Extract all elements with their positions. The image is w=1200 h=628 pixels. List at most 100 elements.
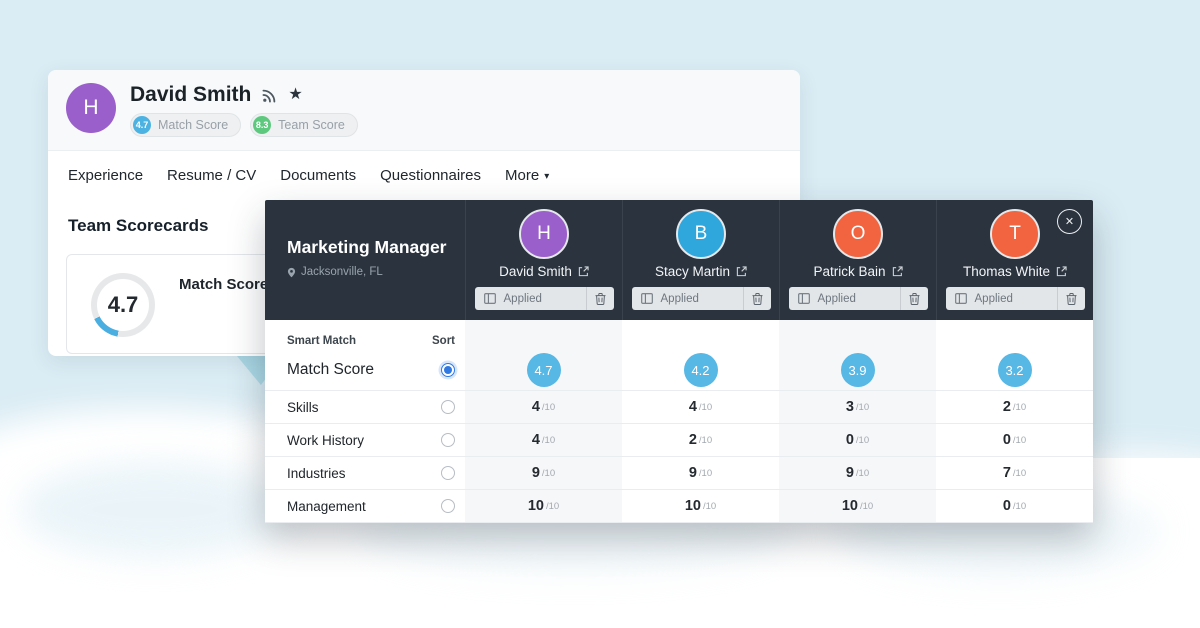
score-value: 9/10 bbox=[845, 465, 870, 481]
sort-header: Sort bbox=[432, 335, 455, 347]
stage-button: Applied bbox=[945, 287, 1085, 310]
score-row-skills: Skills 4/10 4/10 3/10 2/10 bbox=[265, 391, 1093, 424]
rss-feed-icon[interactable] bbox=[262, 88, 277, 103]
score-value: 10/10 bbox=[684, 498, 717, 514]
kanban-board-icon bbox=[483, 293, 496, 304]
tab-label: Questionnaires bbox=[380, 166, 482, 184]
stage-label: Applied bbox=[974, 292, 1013, 305]
score-value: 9/10 bbox=[531, 465, 556, 481]
criterion-label: Skills bbox=[287, 399, 319, 415]
tab-questionnaires[interactable]: Questionnaires bbox=[380, 167, 481, 184]
sort-radio-skills[interactable] bbox=[441, 400, 455, 414]
score-denominator: /10 bbox=[702, 501, 717, 512]
score-denominator: /10 bbox=[541, 468, 556, 479]
tab-documents[interactable]: Documents bbox=[280, 167, 356, 184]
badge-value: 8.3 bbox=[253, 116, 272, 134]
tab-resume-cv[interactable]: Resume / CV bbox=[167, 167, 256, 184]
score-value: 0/10 bbox=[1002, 432, 1027, 448]
score-denominator: /10 bbox=[855, 468, 870, 479]
stage-selector[interactable]: Applied bbox=[946, 287, 1057, 310]
comparison-body: Smart Match Sort Match Score 4.7 4.2 3.9 3.2 Sk… bbox=[265, 320, 1093, 523]
avatar-initial: B bbox=[694, 223, 708, 244]
score-denominator: /10 bbox=[1012, 501, 1027, 512]
trash-icon bbox=[909, 292, 919, 305]
sort-radio-work-history[interactable] bbox=[441, 433, 455, 447]
score-table: Smart Match Sort Match Score 4.7 4.2 3.9 3.2 Sk… bbox=[265, 320, 1093, 523]
score-value: 0/10 bbox=[1002, 498, 1027, 514]
external-link-icon bbox=[736, 266, 747, 277]
avatar-initial: H bbox=[83, 96, 99, 119]
candidate-name-link[interactable]: Stacy Martin bbox=[655, 264, 747, 279]
avatar-initial: H bbox=[537, 223, 551, 244]
candidate-name-link[interactable]: Thomas White bbox=[963, 264, 1067, 279]
criterion-label: Management bbox=[287, 498, 366, 514]
stage-label: Applied bbox=[817, 292, 856, 305]
location-pin-icon bbox=[287, 267, 296, 277]
match-score-bubble: 4.2 bbox=[683, 353, 718, 387]
candidate-name-title: David Smith bbox=[130, 83, 252, 106]
external-link-icon bbox=[578, 266, 589, 277]
trash-icon bbox=[1066, 292, 1076, 305]
sort-radio-industries[interactable] bbox=[441, 466, 455, 480]
avatar: O bbox=[833, 209, 883, 259]
tab-more[interactable]: More ▾ bbox=[505, 167, 549, 184]
score-value: 0/10 bbox=[845, 432, 870, 448]
score-value: 9/10 bbox=[688, 465, 713, 481]
remove-candidate-button[interactable] bbox=[742, 287, 771, 310]
trash-icon bbox=[595, 292, 605, 305]
score-value: 10/10 bbox=[527, 498, 560, 514]
profile-tabs: Experience Resume / CV Documents Questionna… bbox=[48, 150, 549, 200]
avatar-initial: O bbox=[850, 223, 866, 244]
badge-label: Team Score bbox=[278, 118, 345, 132]
candidate-name: Stacy Martin bbox=[654, 264, 731, 279]
score-denominator: /10 bbox=[541, 435, 556, 446]
stage-button: Applied bbox=[631, 287, 771, 310]
score-denominator: /10 bbox=[855, 435, 870, 446]
tab-label: More bbox=[505, 166, 540, 184]
criterion-label: Match Score bbox=[287, 361, 375, 378]
badge-value: 4.7 bbox=[133, 116, 151, 134]
stage-button: Applied bbox=[474, 287, 614, 310]
candidate-name: Thomas White bbox=[962, 264, 1051, 279]
match-score-bubble: 3.9 bbox=[840, 353, 875, 387]
sort-radio-match-score[interactable] bbox=[441, 363, 455, 377]
remove-candidate-button[interactable] bbox=[585, 287, 614, 310]
kanban-board-icon bbox=[797, 293, 810, 304]
stage-button: Applied bbox=[788, 287, 928, 310]
remove-candidate-button[interactable] bbox=[899, 287, 928, 310]
score-denominator: /10 bbox=[855, 402, 870, 413]
score-denominator: /10 bbox=[1012, 435, 1027, 446]
smart-match-header: Smart Match bbox=[287, 335, 357, 347]
stage-selector[interactable]: Applied bbox=[632, 287, 743, 310]
stage-selector[interactable]: Applied bbox=[475, 287, 586, 310]
score-denominator: /10 bbox=[698, 435, 713, 446]
score-row-management: Management 10/10 10/10 10/10 0/10 bbox=[265, 490, 1093, 523]
score-value: 4/10 bbox=[688, 399, 713, 415]
scorecard-label: Match Score bbox=[179, 276, 269, 293]
score-badges: 4.7 Match Score 8.3 Team Score bbox=[130, 113, 358, 137]
match-score-value: 4.7 bbox=[107, 292, 139, 317]
sort-radio-management[interactable] bbox=[441, 499, 455, 513]
tab-experience[interactable]: Experience bbox=[68, 167, 143, 184]
external-link-icon bbox=[1056, 266, 1067, 277]
match-score-bubble: 3.2 bbox=[997, 353, 1032, 387]
score-value: 7/10 bbox=[1002, 465, 1027, 481]
section-title: Team Scorecards bbox=[68, 216, 209, 235]
badge-match-score: 4.7 Match Score bbox=[130, 113, 242, 137]
criterion-label: Work History bbox=[287, 432, 365, 448]
stage-selector[interactable]: Applied bbox=[789, 287, 900, 310]
favorite-star-icon[interactable]: ★ bbox=[288, 86, 303, 103]
candidate-name: Patrick Bain bbox=[813, 264, 886, 279]
job-location: Jacksonville, FL bbox=[301, 266, 383, 278]
score-denominator: /10 bbox=[545, 501, 560, 512]
score-value: 4/10 bbox=[531, 399, 556, 415]
remove-candidate-button[interactable] bbox=[1056, 287, 1085, 310]
score-value: 10/10 bbox=[841, 498, 874, 514]
score-value: 4/10 bbox=[531, 432, 556, 448]
close-icon[interactable]: ✕ bbox=[1057, 209, 1082, 234]
comparison-header: Marketing Manager Jacksonville, FL H Davi… bbox=[265, 200, 1093, 320]
score-denominator: /10 bbox=[1012, 402, 1027, 413]
candidate-name-link[interactable]: Patrick Bain bbox=[813, 264, 903, 279]
candidate-name-link[interactable]: David Smith bbox=[499, 264, 589, 279]
